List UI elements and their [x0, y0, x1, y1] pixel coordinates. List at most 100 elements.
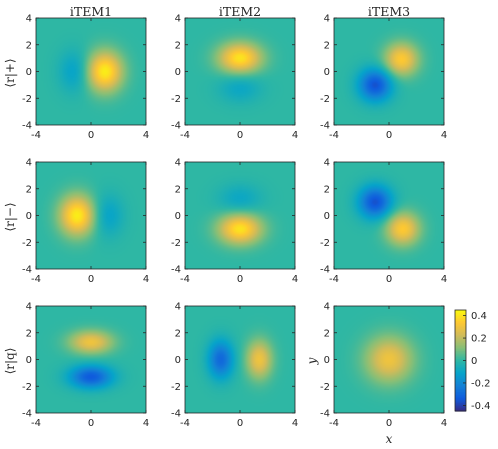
y-tick-label: 0 — [26, 355, 32, 366]
colorbar-segment — [455, 336, 466, 340]
y-tick-label: -2 — [320, 382, 330, 393]
y-tick-label: 4 — [175, 14, 181, 25]
colorbar-segment — [455, 347, 466, 351]
colorbar-segment — [455, 344, 466, 347]
y-tick-label: 0 — [26, 211, 32, 222]
y-tick-label: 4 — [175, 302, 181, 313]
colorbar-segment — [455, 352, 466, 355]
colorbar-segment — [455, 395, 466, 398]
y-tick-label: -2 — [22, 94, 32, 105]
x-tick-label: 0 — [88, 274, 94, 285]
colorbar-segment — [455, 365, 466, 368]
y-tick-label: 2 — [26, 40, 32, 51]
y-tick-label: -4 — [22, 265, 32, 276]
y-tick-label: 2 — [324, 40, 330, 51]
y-tick-label: 2 — [175, 40, 181, 51]
panel-r2-c1: -4 0 4 -4 -2 0 2 4 — [22, 158, 149, 286]
colorbar-segment — [455, 335, 466, 338]
y-tick-label: 4 — [26, 302, 32, 313]
x-tick-label: -4 — [31, 274, 41, 285]
y-tick-label: 4 — [26, 158, 32, 169]
colorbar-segment — [455, 363, 466, 366]
y-tick-label: 4 — [324, 302, 330, 313]
colorbar-tick-label: 0.4 — [471, 311, 487, 322]
colorbar-segment — [455, 310, 466, 313]
colorbar-segment — [455, 324, 466, 327]
y-tick-label: -2 — [171, 94, 181, 105]
x-tick-label: 4 — [292, 130, 298, 141]
colorbar-segment — [455, 339, 466, 343]
y-tick-label: 2 — [324, 328, 330, 339]
colorbar-segment — [455, 327, 466, 330]
colorbar-segment — [455, 373, 466, 376]
colorbar-segment — [455, 374, 466, 377]
colorbar: -0.4 -0.2 0 0.2 0.4 — [454, 309, 491, 412]
colorbar-segment — [455, 314, 466, 317]
row-label-q: ⟨r|q⟩ — [3, 348, 17, 375]
y-tick-label: 0 — [175, 211, 181, 222]
x-tick-label: 4 — [143, 418, 149, 429]
colorbar-segment — [455, 376, 466, 379]
heatmap-image — [36, 18, 146, 125]
colorbar-segment — [455, 392, 466, 395]
y-tick-label: -4 — [320, 409, 330, 420]
y-tick-label: 2 — [26, 184, 32, 195]
colorbar-segment — [455, 393, 466, 396]
colorbar-segment — [455, 333, 466, 336]
x-tick-label: 0 — [88, 130, 94, 141]
y-tick-label: 2 — [175, 328, 181, 339]
heatmap-image — [334, 306, 444, 413]
colorbar-segment — [455, 332, 466, 335]
x-tick-label: -4 — [180, 418, 190, 429]
column-title-3: iTEM3 — [368, 4, 410, 19]
x-tick-label: 4 — [143, 274, 149, 285]
y-tick-label: 4 — [26, 14, 32, 25]
colorbar-segment — [455, 313, 466, 316]
colorbar-segment — [455, 371, 466, 374]
colorbar-tick-label: 0.2 — [471, 334, 487, 345]
colorbar-segment — [455, 401, 466, 404]
colorbar-segment — [455, 382, 466, 385]
y-tick-label: 2 — [175, 184, 181, 195]
column-title-2: iTEM2 — [219, 4, 261, 19]
colorbar-segment — [455, 399, 466, 403]
y-tick-label: -2 — [22, 382, 32, 393]
colorbar-segment — [455, 381, 466, 384]
heatmap-image — [185, 306, 295, 413]
colorbar-segment — [455, 317, 466, 321]
y-tick-label: 0 — [175, 67, 181, 78]
colorbar-segment — [455, 377, 466, 381]
colorbar-segment — [455, 319, 466, 322]
colorbar-segment — [455, 330, 466, 333]
colorbar-segment — [455, 311, 466, 314]
colorbar-segment — [455, 360, 466, 363]
x-tick-label: -4 — [180, 130, 190, 141]
panel-r1-c1: -4 0 4 -4 -2 0 2 4 — [22, 14, 149, 142]
row-label-plus: ⟨r|+⟩ — [3, 58, 17, 87]
colorbar-segment — [455, 384, 466, 387]
heatmap-image — [36, 306, 146, 413]
y-axis-label: y — [305, 357, 319, 365]
colorbar-tick-label: -0.2 — [471, 378, 491, 389]
row-labels: ⟨r|+⟩ ⟨r|−⟩ ⟨r|q⟩ — [3, 58, 17, 374]
colorbar-segment — [455, 387, 466, 390]
colorbar-segment — [455, 341, 466, 344]
y-tick-label: 4 — [324, 158, 330, 169]
column-titles: iTEM1 iTEM2 iTEM3 — [70, 4, 410, 19]
colorbar-segment — [455, 379, 466, 382]
heatmap-image — [185, 162, 295, 269]
colorbar-segment — [455, 358, 466, 362]
x-tick-label: -4 — [31, 130, 41, 141]
y-tick-label: 0 — [324, 67, 330, 78]
x-tick-label: 0 — [386, 130, 392, 141]
y-tick-label: 0 — [175, 355, 181, 366]
colorbar-segment — [455, 404, 466, 407]
y-tick-label: -2 — [22, 238, 32, 249]
x-tick-label: 4 — [292, 274, 298, 285]
colorbar-segment — [455, 403, 466, 406]
panel-r3-c2: -4 0 4 -4 -2 0 2 4 — [171, 302, 298, 430]
y-tick-label: -4 — [22, 121, 32, 132]
colorbar-segment — [455, 316, 466, 319]
colorbar-segment — [455, 346, 466, 349]
y-tick-label: 2 — [26, 328, 32, 339]
